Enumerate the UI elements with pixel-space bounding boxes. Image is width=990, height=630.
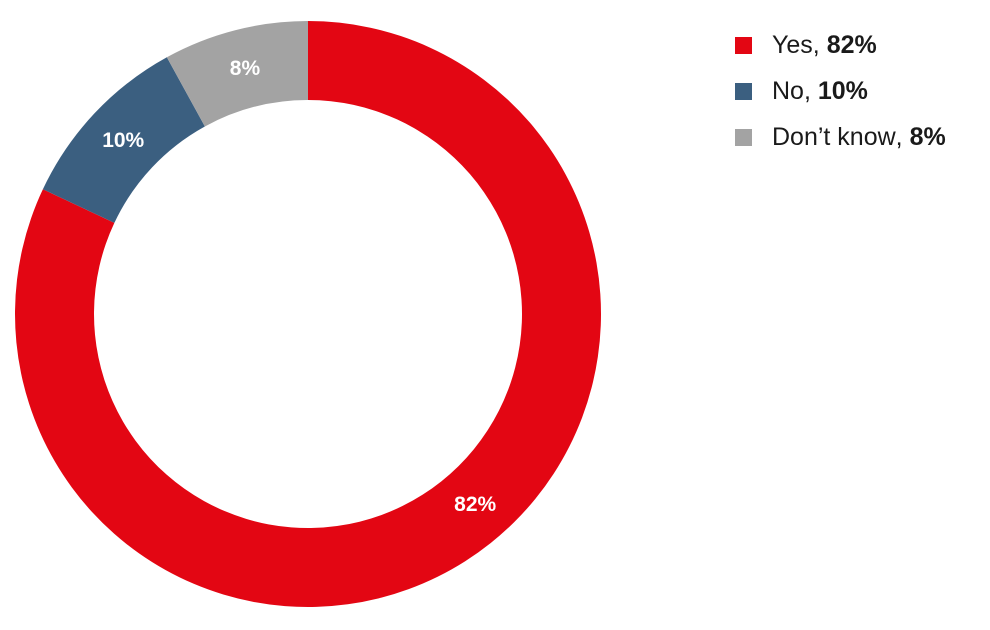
legend-swatch-no bbox=[735, 82, 752, 100]
slice-label-no: 10% bbox=[102, 129, 144, 152]
legend-value-dont-know: 8% bbox=[909, 122, 946, 151]
donut-slice-labels: 82% 10% 8% bbox=[102, 57, 496, 516]
legend-swatch-dont-know bbox=[735, 128, 752, 146]
legend-swatch-yes bbox=[735, 36, 752, 54]
legend-item-no: No, 10% bbox=[735, 68, 946, 114]
donut-slice-dont-know bbox=[166, 21, 308, 127]
donut-slice-no bbox=[42, 57, 205, 223]
slice-label-dont-know: 8% bbox=[230, 57, 261, 80]
legend-separator: , bbox=[895, 122, 910, 151]
donut-chart: 82% 10% 8% bbox=[14, 21, 602, 607]
slice-label-yes: 82% bbox=[454, 493, 496, 516]
donut-slices bbox=[14, 21, 602, 607]
legend-separator: , bbox=[803, 76, 818, 105]
legend-value-no: 10% bbox=[817, 76, 868, 105]
legend-label-no: No bbox=[772, 76, 804, 105]
legend-item-dont-know: Don’t know, 8% bbox=[735, 114, 946, 160]
chart-legend: Yes, 82% No, 10% Don’t know, 8% bbox=[735, 22, 946, 160]
legend-label-dont-know: Don’t know bbox=[772, 122, 896, 151]
legend-value-yes: 82% bbox=[826, 30, 877, 59]
legend-item-yes: Yes, 82% bbox=[735, 22, 946, 68]
legend-separator: , bbox=[812, 30, 827, 59]
legend-label-yes: Yes bbox=[772, 30, 813, 59]
